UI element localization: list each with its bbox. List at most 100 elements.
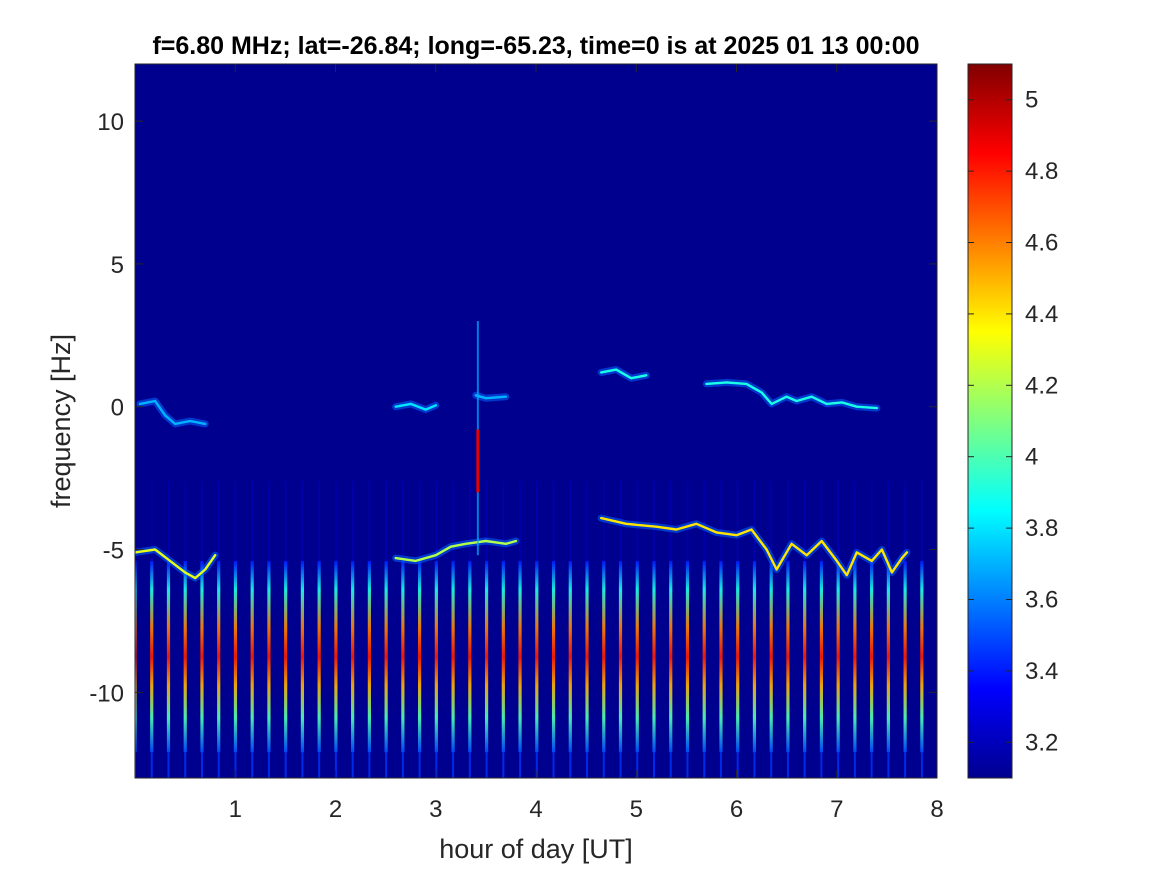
stripe-faint-mark: [167, 480, 170, 561]
stripe-weak-mark: [870, 752, 873, 778]
stripe-weak-mark: [602, 752, 605, 778]
x-axis-label: hour of day [UT]: [439, 834, 633, 864]
chart-title: f=6.80 MHz; lat=-26.84; long=-65.23, tim…: [152, 32, 919, 60]
stripe-mark: [803, 560, 807, 753]
stripe-faint-mark: [485, 480, 488, 561]
stripe-weak-mark: [820, 752, 823, 778]
stripe-faint-mark: [402, 480, 404, 561]
stripe-mark: [200, 560, 204, 753]
stripe-faint-mark: [586, 480, 588, 561]
colorbar-tick-label: 4.4: [1025, 301, 1058, 328]
stripe-faint-mark: [217, 480, 220, 561]
stripe-mark: [568, 560, 572, 753]
stripe-faint-mark: [569, 480, 572, 561]
y-axis-label: frequency [Hz]: [46, 334, 76, 508]
stripe-faint-mark: [284, 480, 287, 561]
stripe-weak-mark: [485, 752, 488, 778]
stripe-faint-mark: [904, 480, 906, 561]
stripe-weak-mark: [234, 752, 237, 778]
stripe-weak-mark: [318, 752, 321, 778]
colorbar-tick-label: 4.6: [1025, 230, 1058, 257]
stripe-faint-mark: [921, 480, 923, 561]
stripe-faint-mark: [854, 480, 856, 561]
stripe-weak-mark: [468, 752, 471, 778]
stripe-faint-mark: [318, 480, 320, 561]
stripe-faint-mark: [385, 480, 387, 561]
trace-line: [138, 399, 207, 426]
stripe-mark: [786, 560, 790, 753]
stripe-weak-mark: [385, 752, 388, 778]
stripe-weak-mark: [418, 752, 421, 778]
stripe-mark: [886, 560, 890, 753]
stripe-faint-mark: [184, 480, 187, 561]
stripe-mark: [351, 560, 355, 753]
stripe-weak-mark: [770, 752, 773, 778]
stripe-mark: [518, 560, 522, 753]
stripe-mark: [284, 560, 288, 753]
y-tick-label: -5: [103, 538, 124, 565]
stripe-weak-mark: [887, 752, 890, 778]
stripe-mark: [551, 560, 556, 753]
stripe-faint-mark: [150, 480, 153, 561]
colorbar-axis: 3.2 3.4 3.6 3.8 4 4.2 4.4 4.6 4.8 5: [968, 87, 1058, 756]
stripe-mark: [685, 560, 690, 753]
stripe-weak-mark: [502, 752, 505, 778]
stripe-weak-mark: [552, 752, 555, 778]
stripe-weak-mark: [736, 752, 739, 778]
stripe-weak-mark: [200, 752, 203, 778]
stripe-faint-mark: [870, 480, 873, 561]
stripe-faint-mark: [770, 480, 772, 561]
stripe-faint-mark: [469, 480, 471, 561]
trace-line: [705, 381, 879, 410]
stripe-weak-mark: [686, 752, 689, 778]
stripe-mark: [702, 560, 706, 753]
stripe-mark: [903, 560, 907, 753]
x-tick-label: 1: [229, 796, 242, 823]
x-tick-label: 8: [930, 796, 943, 823]
stripe-weak-mark: [301, 752, 304, 778]
stripe-faint-mark: [301, 480, 304, 561]
stripe-weak-mark: [669, 752, 672, 778]
stripe-mark: [150, 560, 154, 753]
stripe-faint-mark: [837, 480, 839, 561]
colorbar-tick-label: 3.4: [1025, 658, 1058, 685]
x-tick-label: 2: [329, 796, 342, 823]
stripe-weak-mark: [167, 752, 170, 778]
stripe-mark: [250, 560, 254, 753]
stripe-faint-mark: [519, 480, 521, 561]
stripe-mark: [267, 560, 271, 753]
stripe-faint-mark: [736, 480, 739, 561]
stripe-weak-mark: [703, 752, 706, 778]
stripe-mark: [468, 560, 472, 753]
stripe-weak-mark: [150, 752, 153, 778]
x-tick-label: 6: [730, 796, 743, 823]
trace-line: [394, 539, 518, 563]
stripe-mark: [752, 560, 757, 753]
stripe-mark: [836, 560, 840, 753]
stripe-mark: [484, 560, 489, 753]
stripe-mark: [535, 560, 539, 753]
stripe-weak-mark: [904, 752, 907, 778]
stripe-mark: [736, 560, 740, 753]
stripe-mark: [451, 560, 455, 753]
trace-line: [135, 548, 217, 580]
stripe-mark: [183, 560, 187, 753]
colorbar-tick-label: 4: [1025, 444, 1038, 471]
stripe-mark: [401, 560, 405, 753]
y-tick-label: 5: [111, 252, 124, 279]
stripe-weak-mark: [217, 752, 220, 778]
stripe-weak-mark: [753, 752, 756, 778]
stripe-mark: [870, 560, 874, 753]
stripe-faint-mark: [268, 480, 270, 561]
stripe-weak-mark: [519, 752, 522, 778]
trace-line: [394, 402, 437, 411]
stripe-faint-mark: [653, 480, 655, 561]
stripe-faint-mark: [251, 480, 253, 561]
stripe-faint-mark: [536, 480, 538, 561]
stripe-mark: [166, 560, 171, 753]
stripe-weak-mark: [853, 752, 856, 778]
stripe-weak-mark: [619, 752, 622, 778]
stripe-mark: [585, 560, 589, 753]
colorbar-tick-label: 3.8: [1025, 515, 1058, 542]
